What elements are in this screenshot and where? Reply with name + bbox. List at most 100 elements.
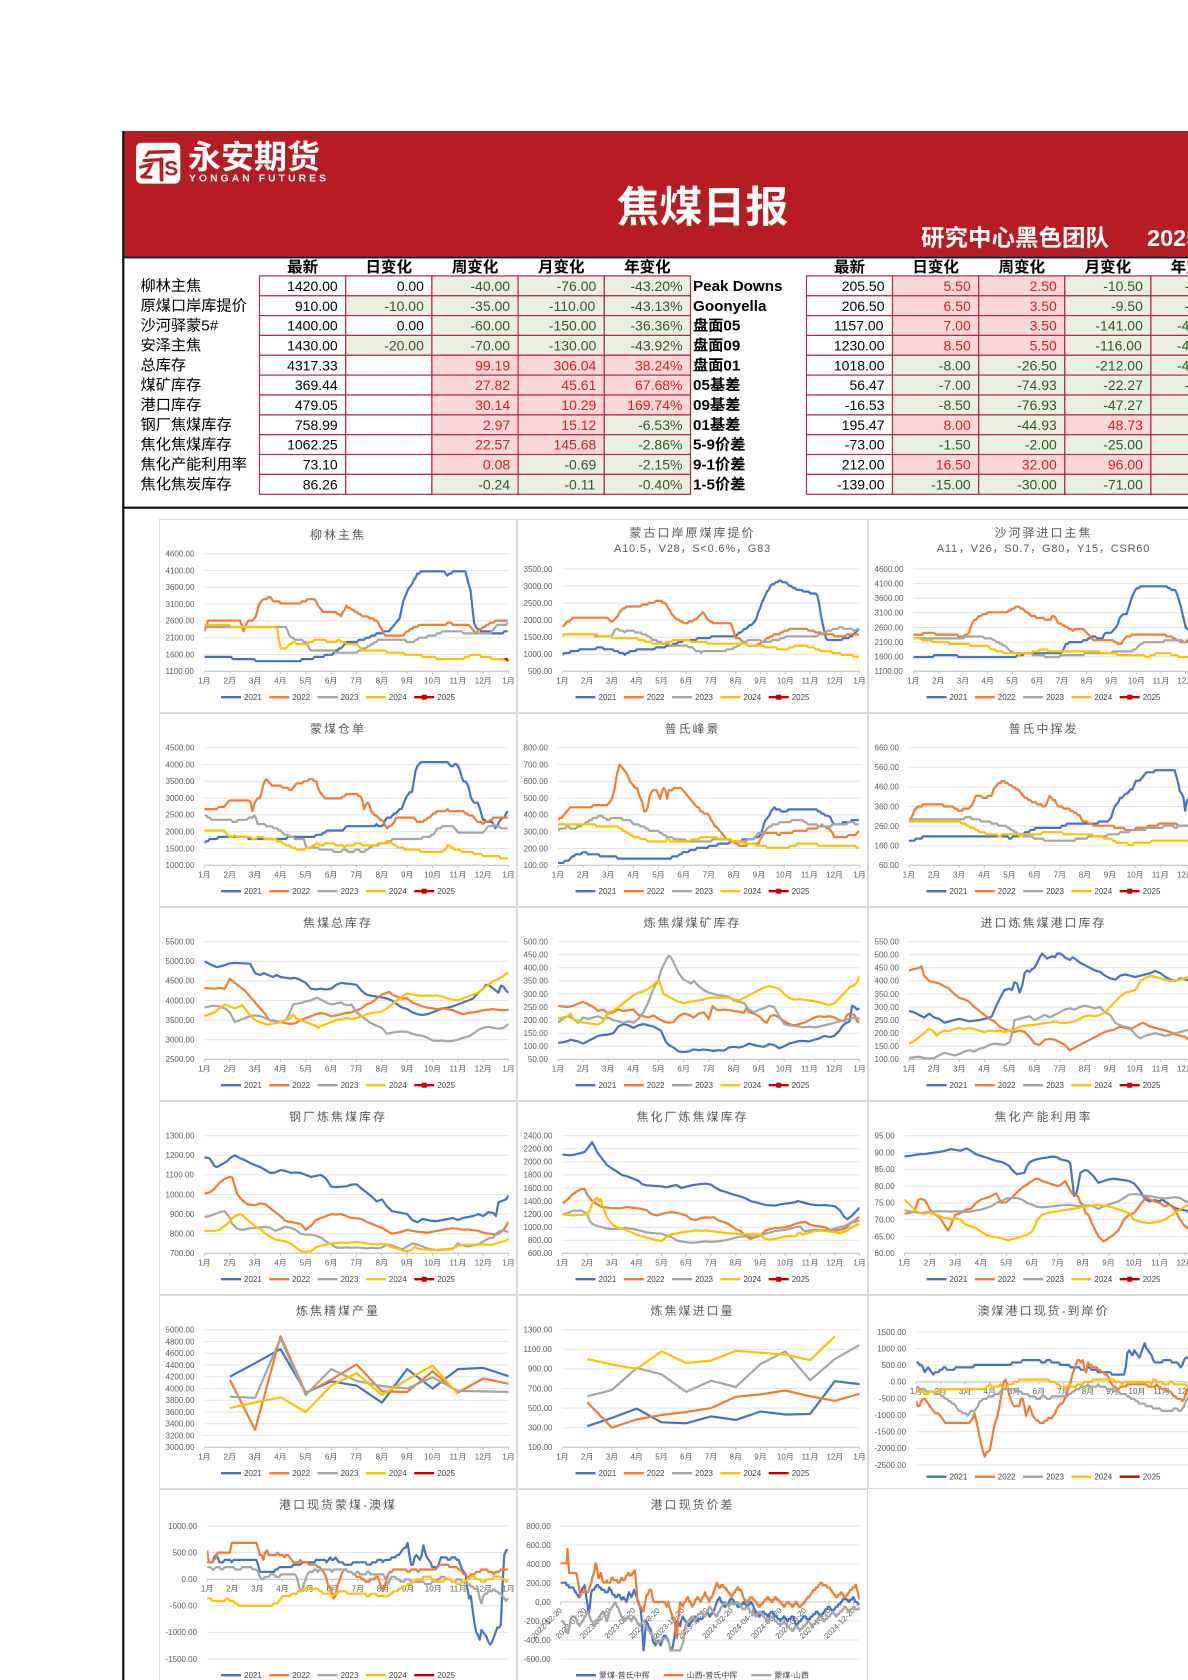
svg-text:11: 11	[450, 677, 459, 686]
svg-text:-44.93: -44.93	[1017, 417, 1057, 433]
svg-text:-130.00: -130.00	[549, 337, 597, 353]
svg-text:80.00: 80.00	[875, 1182, 896, 1191]
svg-text:73.10: 73.10	[303, 457, 338, 473]
svg-text:8: 8	[730, 677, 735, 686]
svg-text:96.00: 96.00	[1108, 457, 1143, 473]
svg-text:-74.93: -74.93	[1017, 377, 1057, 393]
svg-text:11: 11	[1153, 1387, 1162, 1396]
svg-text:4600.00: 4600.00	[875, 565, 904, 574]
svg-text:1300.00: 1300.00	[166, 1132, 195, 1141]
svg-text:2021: 2021	[950, 1473, 968, 1482]
svg-text:4: 4	[274, 871, 279, 880]
svg-text:11: 11	[1151, 1259, 1160, 1268]
svg-text:2: 2	[224, 1453, 229, 1462]
svg-text:-44.00%: -44.00%	[1177, 357, 1188, 373]
svg-text:7: 7	[1054, 871, 1059, 880]
svg-text:8: 8	[376, 1065, 381, 1074]
svg-text:-2500.00: -2500.00	[875, 1461, 907, 1470]
svg-text:900.00: 900.00	[170, 1210, 195, 1219]
svg-text:2022: 2022	[998, 887, 1016, 896]
svg-text:12: 12	[1177, 871, 1186, 880]
svg-text:7.00: 7.00	[944, 318, 971, 334]
svg-text:27.82: 27.82	[475, 377, 510, 393]
svg-text:70.00: 70.00	[875, 1216, 896, 1225]
svg-text:-110.00: -110.00	[549, 298, 596, 314]
svg-text:9: 9	[1105, 677, 1110, 686]
svg-text:5-9: 5-9	[693, 437, 715, 454]
svg-text:11: 11	[450, 1453, 459, 1462]
svg-text:2023: 2023	[695, 887, 713, 896]
svg-text:3: 3	[953, 1065, 958, 1074]
svg-text:100.00: 100.00	[524, 861, 549, 870]
svg-text:2021: 2021	[599, 1469, 617, 1478]
svg-text:2022: 2022	[998, 1275, 1016, 1284]
svg-text:10: 10	[424, 1453, 433, 1462]
svg-text:160.00: 160.00	[875, 842, 900, 851]
svg-text:-0.40%: -0.40%	[638, 476, 682, 492]
svg-text:3600.00: 3600.00	[875, 594, 904, 603]
svg-text:3000.00: 3000.00	[166, 1036, 195, 1045]
svg-text:5: 5	[1006, 677, 1011, 686]
svg-text:2: 2	[224, 677, 229, 686]
svg-text:-: -	[790, 1671, 793, 1680]
svg-text:4: 4	[975, 1259, 980, 1268]
svg-text:8: 8	[1081, 677, 1086, 686]
svg-text:3000.00: 3000.00	[166, 794, 195, 803]
svg-text:700.00: 700.00	[170, 1249, 195, 1258]
svg-text:10: 10	[1128, 677, 1137, 686]
svg-text:09: 09	[693, 397, 710, 414]
svg-text:2025: 2025	[792, 1081, 810, 1090]
svg-text:2023: 2023	[341, 1671, 359, 1680]
svg-text:8: 8	[377, 1585, 382, 1594]
svg-text:1: 1	[198, 1259, 203, 1268]
svg-text:12: 12	[826, 1453, 835, 1462]
svg-text:8: 8	[376, 1453, 381, 1462]
svg-text:10: 10	[424, 871, 433, 880]
svg-text:3: 3	[249, 871, 254, 880]
svg-text:11: 11	[450, 1259, 459, 1268]
svg-text:11: 11	[802, 1259, 811, 1268]
svg-text:2023: 2023	[695, 1081, 713, 1090]
svg-text:G83: G83	[748, 543, 771, 555]
svg-text:-20.00: -20.00	[384, 337, 424, 353]
svg-text:-1.50: -1.50	[939, 437, 971, 453]
svg-text:2500.00: 2500.00	[166, 1055, 195, 1064]
svg-text:2021: 2021	[950, 1275, 968, 1284]
svg-text:2022: 2022	[647, 693, 665, 702]
svg-text:-2.00: -2.00	[1025, 437, 1057, 453]
svg-text:0.00: 0.00	[891, 1378, 907, 1387]
svg-text:2022: 2022	[647, 1081, 665, 1090]
svg-text:2025: 2025	[1143, 1081, 1161, 1090]
svg-text:7: 7	[705, 1453, 710, 1462]
svg-text:2022: 2022	[292, 887, 310, 896]
svg-text:2025: 2025	[437, 693, 455, 702]
svg-text:6: 6	[680, 1259, 685, 1268]
svg-text:6.50: 6.50	[944, 298, 971, 314]
svg-text:800.00: 800.00	[524, 744, 549, 753]
svg-text:100.00: 100.00	[875, 1055, 900, 1064]
svg-text:30.14: 30.14	[475, 397, 510, 413]
svg-text:67.68%: 67.68%	[635, 377, 682, 393]
svg-text:-43.00%: -43.00%	[1177, 318, 1188, 334]
svg-text:150.00: 150.00	[524, 1029, 549, 1038]
svg-text:1000.00: 1000.00	[877, 1344, 906, 1353]
svg-text:2: 2	[581, 1259, 586, 1268]
svg-text:2025: 2025	[437, 1469, 455, 1478]
svg-text:75.00: 75.00	[875, 1199, 896, 1208]
svg-text:3: 3	[249, 1453, 254, 1462]
svg-text:-2.86%: -2.86%	[638, 437, 682, 453]
svg-text:150.00: 150.00	[875, 1042, 900, 1051]
svg-text:2023: 2023	[341, 693, 359, 702]
svg-text:4: 4	[631, 677, 636, 686]
svg-text:1: 1	[853, 871, 858, 880]
svg-text:6: 6	[677, 1065, 682, 1074]
svg-text:-22.3%: -22.3%	[1185, 377, 1188, 393]
svg-text:1100.00: 1100.00	[166, 1171, 195, 1180]
svg-text:A10.5: A10.5	[614, 543, 647, 555]
svg-text:9-1: 9-1	[693, 457, 716, 474]
svg-text:1: 1	[898, 1259, 903, 1268]
svg-text:S: S	[164, 158, 178, 181]
svg-text:12: 12	[1178, 1387, 1187, 1396]
svg-text:2024: 2024	[743, 693, 761, 702]
svg-text:-212.00: -212.00	[1095, 357, 1143, 373]
